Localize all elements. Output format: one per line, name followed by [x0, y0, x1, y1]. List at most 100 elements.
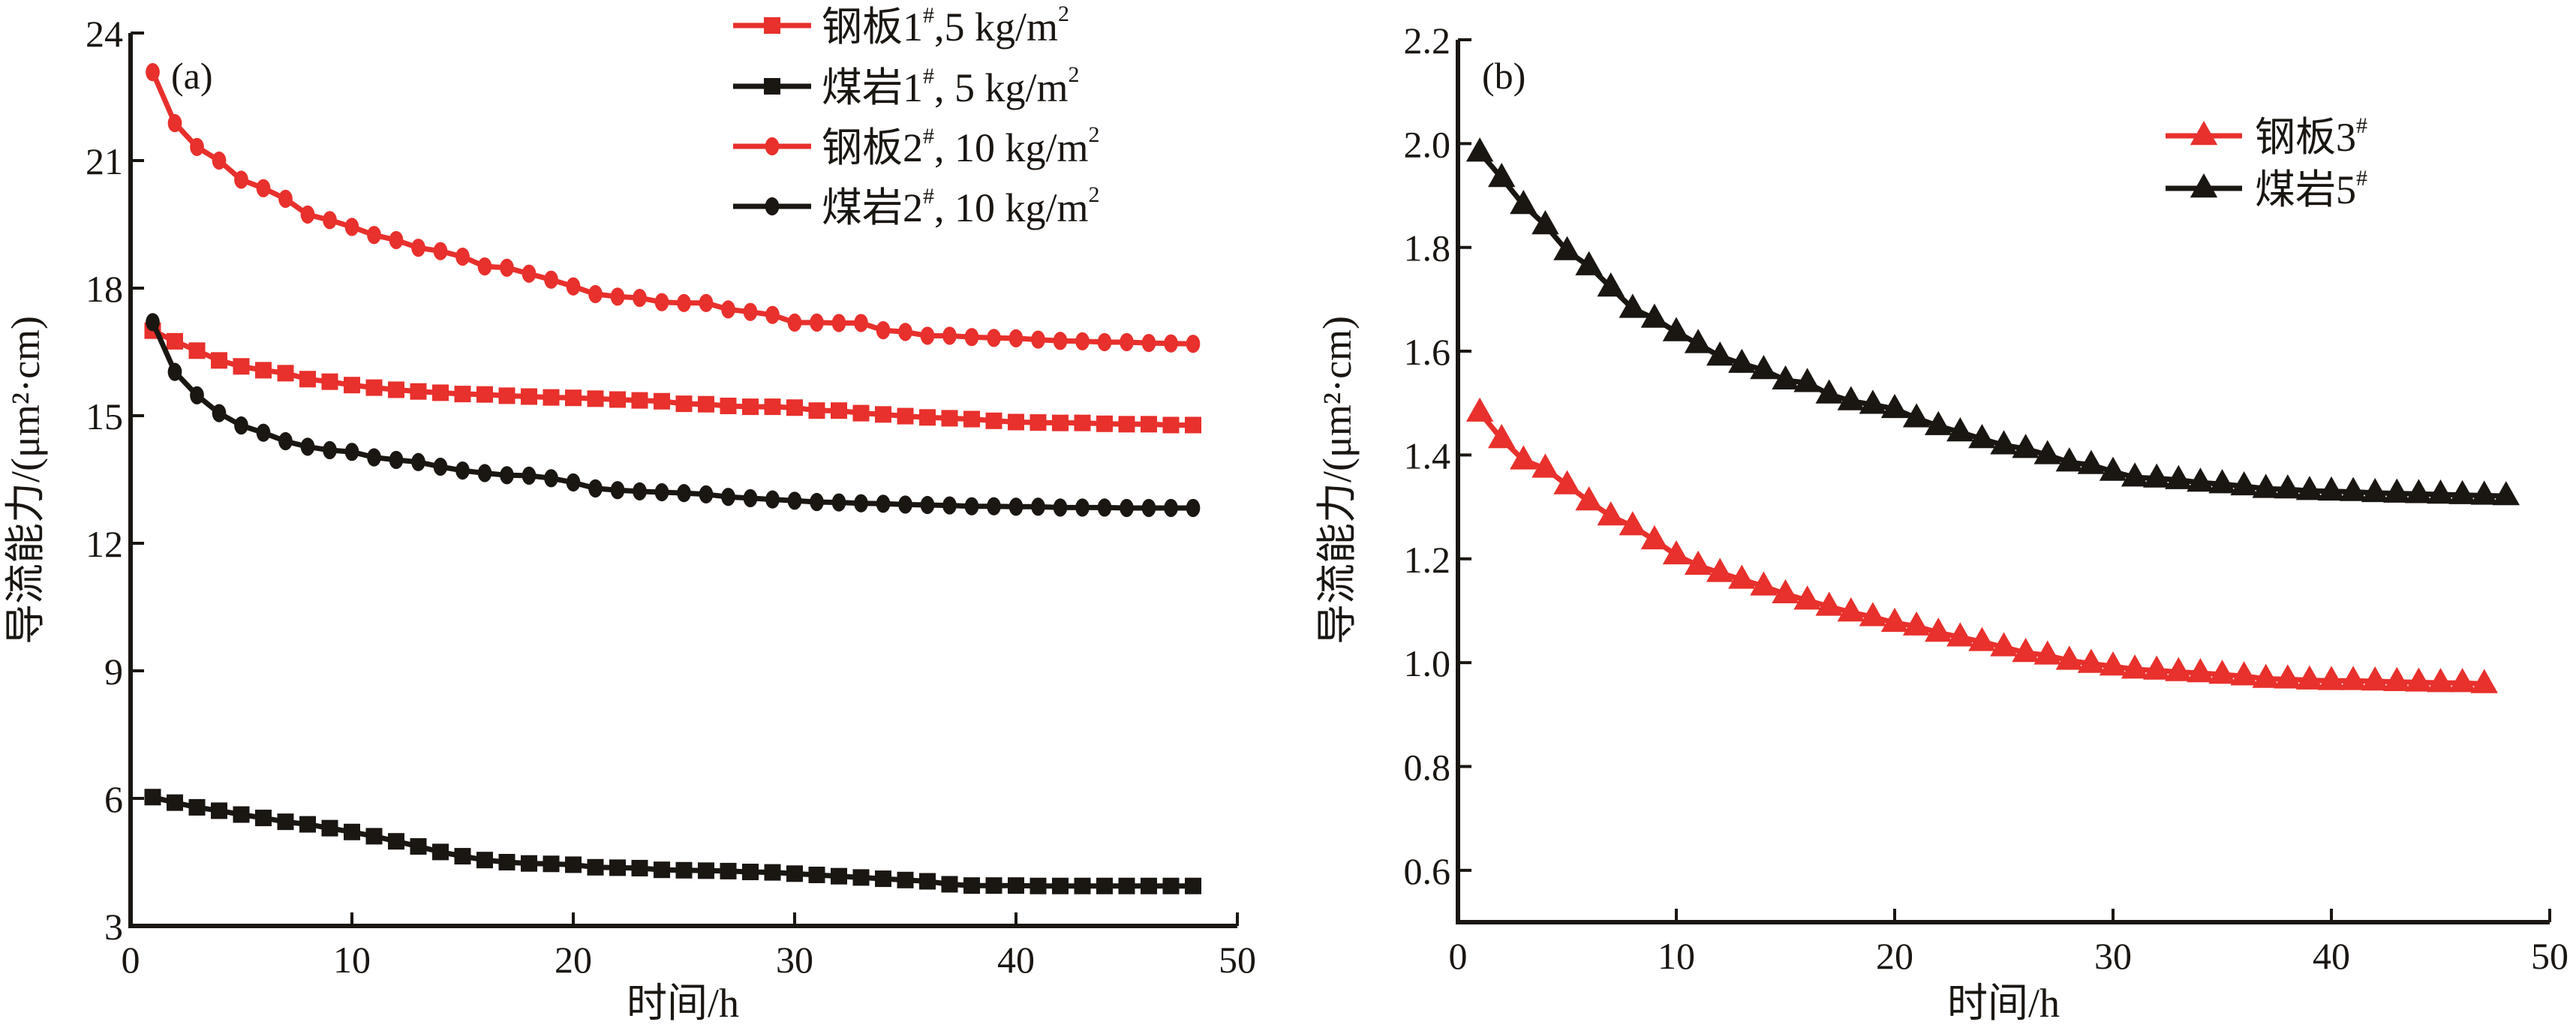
data-point-marker: [1531, 209, 1559, 235]
y-tick-label: 15: [86, 395, 123, 437]
data-point-marker: [742, 864, 759, 881]
legend-label: 钢板1#,5 kg/m2: [822, 2, 1069, 50]
data-point-marker: [631, 392, 648, 409]
data-point-marker: [1029, 414, 1047, 431]
data-point-marker: [323, 440, 337, 460]
data-point-marker: [2427, 479, 2454, 504]
data-point-marker: [743, 302, 758, 321]
x-tick-label: 10: [1658, 935, 1695, 977]
data-point-marker: [610, 287, 625, 306]
data-point-marker: [411, 452, 425, 471]
data-point-marker: [1031, 497, 1045, 516]
data-point-marker: [365, 379, 383, 396]
data-point-marker: [964, 328, 979, 347]
data-point-marker: [190, 137, 204, 156]
data-point-marker: [897, 871, 914, 888]
ticks-a: 0 10 20 30 40 50 3 6 9 12 15 18 21 24: [86, 13, 1256, 981]
data-point-marker: [1990, 430, 2018, 455]
data-point-marker: [521, 855, 537, 872]
data-point-marker: [278, 431, 293, 451]
data-point-marker: [2252, 663, 2280, 688]
data-point-marker: [278, 189, 293, 209]
data-point-marker: [2230, 470, 2258, 496]
data-point-marker: [2339, 666, 2367, 690]
data-point-marker: [454, 848, 471, 865]
legend-label: 钢板3#: [2255, 113, 2367, 160]
data-point-marker: [2361, 477, 2389, 503]
y-tick-label: 1.8: [1404, 227, 1451, 269]
data-point-marker: [1141, 334, 1156, 353]
data-point-marker: [587, 390, 604, 407]
data-point-marker: [167, 794, 183, 811]
data-point-marker: [941, 876, 958, 893]
data-point-marker: [2448, 668, 2476, 693]
data-point-marker: [323, 211, 337, 230]
data-point-marker: [1815, 591, 1843, 616]
data-point-marker: [1575, 486, 1603, 511]
data-point-marker: [1597, 272, 1625, 297]
data-point-marker: [2405, 479, 2433, 503]
data-point-marker: [2165, 464, 2193, 489]
data-point-marker: [1706, 558, 1734, 582]
data-point-marker: [1186, 498, 1201, 518]
data-point-marker: [654, 293, 669, 311]
data-point-marker: [1859, 389, 1887, 414]
data-point-marker: [1164, 498, 1178, 518]
data-point-marker: [897, 407, 914, 425]
data-point-marker: [1925, 618, 1952, 642]
data-point-marker: [1118, 416, 1135, 433]
data-point-marker: [985, 412, 1002, 429]
data-point-marker: [831, 402, 847, 419]
data-point-marker: [1728, 564, 1756, 589]
data-point-marker: [255, 810, 272, 827]
data-point-marker: [1662, 540, 1691, 565]
data-point-marker: [2121, 462, 2149, 487]
data-point-marker: [1837, 386, 1865, 410]
data-point-marker: [610, 481, 625, 500]
data-point-marker: [1162, 877, 1180, 894]
data-point-marker: [1772, 579, 1799, 604]
data-point-marker: [876, 494, 891, 513]
data-point-marker: [2317, 476, 2346, 501]
data-point-marker: [2361, 666, 2389, 691]
legend-marker: [764, 78, 780, 95]
data-point-marker: [1859, 602, 1887, 627]
data-point-marker: [920, 326, 935, 345]
data-point-marker: [808, 867, 825, 883]
data-point-marker: [1880, 607, 1909, 633]
data-point-marker: [920, 495, 935, 515]
data-point-marker: [1008, 413, 1024, 431]
data-point-marker: [1008, 877, 1024, 894]
data-point-marker: [300, 437, 315, 456]
data-point-marker: [521, 388, 537, 405]
data-point-marker: [455, 461, 470, 480]
data-point-marker: [1488, 163, 1516, 188]
data-point-marker: [2427, 668, 2454, 693]
legend-item: 煤岩5#: [2166, 166, 2367, 212]
data-point-marker: [1990, 632, 2018, 657]
series-layer-b: [1465, 137, 2520, 693]
data-point-marker: [2012, 638, 2039, 663]
data-point-marker: [432, 843, 449, 861]
legend-a: 钢板1#,5 kg/m2 煤岩1#, 5 kg/m2 钢板2#, 10 kg/m2 煤…: [733, 2, 1100, 230]
data-point-marker: [410, 838, 427, 855]
data-point-marker: [2187, 657, 2214, 683]
legend-marker: [2190, 173, 2218, 198]
data-point-marker: [1186, 335, 1201, 353]
data-point-marker: [1750, 354, 1778, 380]
data-point-marker: [477, 464, 492, 482]
data-point-marker: [2470, 669, 2498, 693]
data-point-marker: [454, 386, 471, 403]
x-tick-label: 20: [1876, 935, 1913, 977]
data-point-marker: [2383, 478, 2411, 503]
data-point-marker: [963, 877, 980, 894]
y-tick-label: 0.8: [1404, 746, 1451, 788]
data-point-marker: [2295, 665, 2324, 690]
data-point-marker: [654, 861, 670, 879]
axes-a: [128, 33, 1237, 928]
data-point-marker: [1053, 332, 1068, 350]
data-point-marker: [321, 373, 338, 390]
data-point-marker: [388, 381, 404, 398]
data-point-marker: [144, 789, 161, 806]
data-point-marker: [588, 479, 603, 498]
